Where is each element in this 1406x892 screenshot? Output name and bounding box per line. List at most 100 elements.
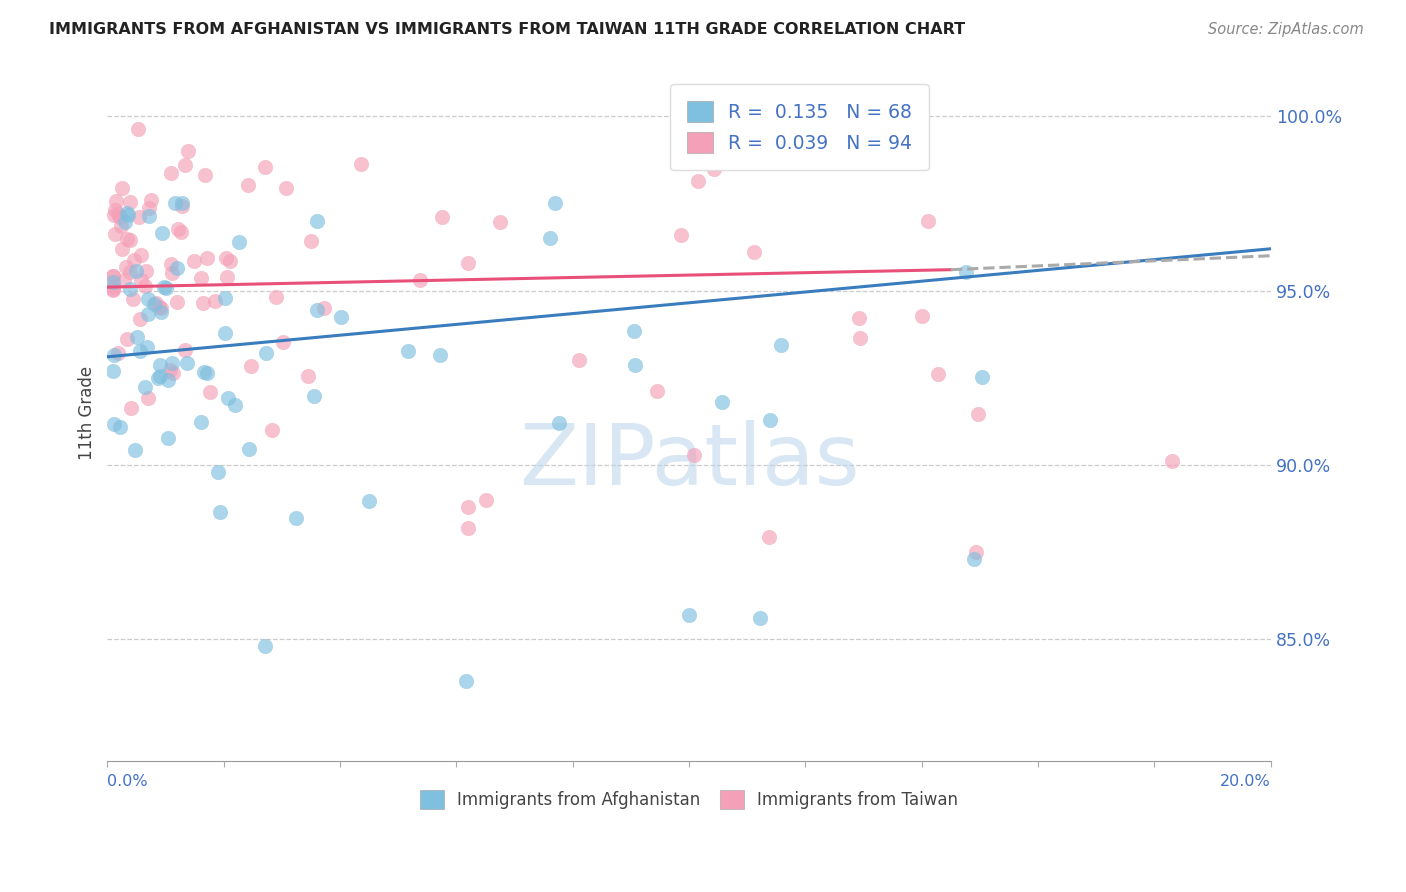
Point: [645, 384, 668, 398]
Point: [174, 343, 197, 357]
Point: [678, 607, 700, 622]
Point: [162, 366, 184, 380]
Point: [474, 492, 496, 507]
Point: [170, 199, 193, 213]
Point: [307, 214, 329, 228]
Point: [195, 366, 218, 380]
Point: [118, 233, 141, 247]
Point: [166, 295, 188, 310]
Point: [200, 384, 222, 399]
Point: [159, 363, 181, 377]
Point: [759, 412, 782, 426]
Legend: Immigrants from Afghanistan, Immigrants from Taiwan: Immigrants from Afghanistan, Immigrants …: [413, 783, 965, 815]
Point: [176, 356, 198, 370]
Point: [274, 181, 297, 195]
Point: [120, 401, 142, 416]
Point: [118, 195, 141, 210]
Point: [166, 261, 188, 276]
Point: [152, 227, 174, 241]
Point: [156, 431, 179, 445]
Point: [236, 178, 259, 192]
Point: [120, 282, 142, 296]
Point: [129, 248, 152, 262]
Point: [686, 174, 709, 188]
Point: [174, 158, 197, 172]
Point: [103, 282, 125, 296]
Point: [457, 520, 479, 534]
Point: [115, 232, 138, 246]
Point: [910, 310, 932, 324]
Point: [136, 307, 159, 321]
Point: [224, 398, 246, 412]
Point: [153, 280, 176, 294]
Point: [136, 292, 159, 306]
Point: [195, 251, 218, 265]
Point: [183, 254, 205, 268]
Point: [149, 301, 172, 315]
Point: [138, 201, 160, 215]
Point: [702, 162, 724, 177]
Point: [302, 389, 325, 403]
Point: [114, 215, 136, 229]
Point: [965, 545, 987, 559]
Point: [108, 419, 131, 434]
Point: [190, 270, 212, 285]
Point: [190, 415, 212, 429]
Point: [124, 443, 146, 458]
Point: [117, 208, 139, 222]
Point: [115, 332, 138, 346]
Point: [430, 210, 453, 224]
Point: [710, 395, 733, 409]
Point: [963, 552, 986, 566]
Point: [103, 268, 125, 283]
Point: [111, 181, 134, 195]
Point: [917, 213, 939, 227]
Point: [103, 417, 125, 431]
Point: [544, 196, 567, 211]
Point: [159, 166, 181, 180]
Point: [124, 263, 146, 277]
Point: [285, 510, 308, 524]
Point: [301, 234, 323, 248]
Point: [163, 196, 186, 211]
Point: [107, 207, 129, 221]
Point: [111, 242, 134, 256]
Point: [146, 371, 169, 385]
Point: [103, 268, 125, 283]
Point: [103, 280, 125, 294]
Point: [254, 161, 277, 175]
Point: [108, 211, 131, 225]
Point: [129, 344, 152, 359]
Point: [848, 331, 870, 345]
Point: [955, 265, 977, 279]
Y-axis label: 11th Grade: 11th Grade: [79, 366, 96, 459]
Point: [240, 359, 263, 373]
Point: [297, 369, 319, 384]
Point: [970, 369, 993, 384]
Point: [314, 301, 336, 315]
Point: [671, 228, 693, 243]
Point: [547, 416, 569, 430]
Point: [264, 290, 287, 304]
Point: [1161, 454, 1184, 468]
Point: [927, 368, 949, 382]
Point: [396, 344, 419, 359]
Point: [218, 391, 240, 405]
Point: [104, 227, 127, 241]
Point: [138, 391, 160, 405]
Point: [145, 295, 167, 310]
Point: [769, 338, 792, 352]
Point: [139, 194, 162, 208]
Point: [157, 373, 180, 387]
Point: [128, 312, 150, 326]
Point: [149, 358, 172, 372]
Point: [568, 352, 591, 367]
Point: [117, 206, 139, 220]
Point: [305, 303, 328, 318]
Point: [128, 211, 150, 225]
Point: [138, 209, 160, 223]
Text: IMMIGRANTS FROM AFGHANISTAN VS IMMIGRANTS FROM TAIWAN 11TH GRADE CORRELATION CHA: IMMIGRANTS FROM AFGHANISTAN VS IMMIGRANT…: [49, 22, 966, 37]
Point: [122, 252, 145, 267]
Point: [149, 369, 172, 384]
Point: [749, 611, 772, 625]
